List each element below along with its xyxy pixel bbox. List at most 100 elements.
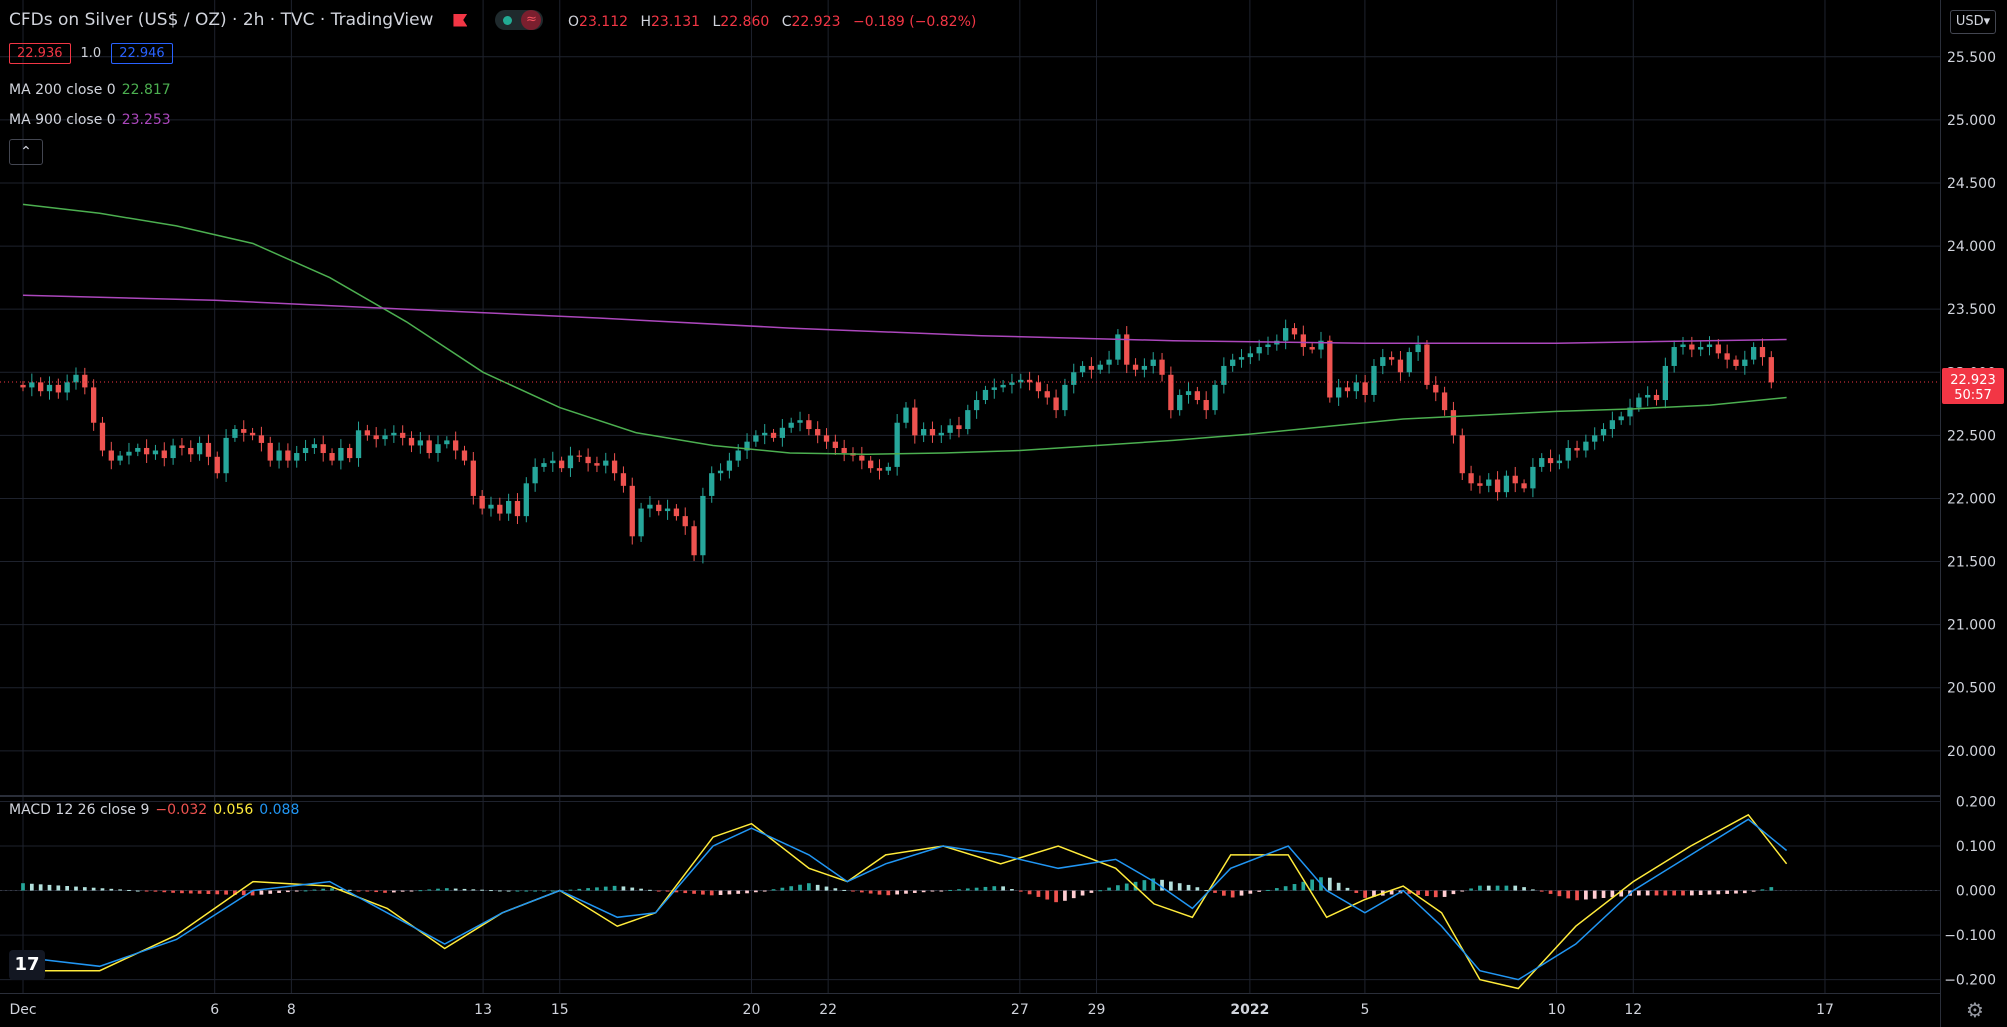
candle-body <box>470 460 476 496</box>
macd-histogram-bar <box>1760 889 1765 891</box>
macd-histogram-bar <box>1292 884 1297 891</box>
candle-body <box>1742 359 1748 366</box>
symbol-title-row: CFDs on Silver (US$ / OZ) · 2h · TVC · T… <box>9 10 544 30</box>
macd-histogram-bar <box>1089 890 1094 893</box>
macd-histogram-bar <box>29 883 34 891</box>
market-open-dot-icon <box>503 16 513 25</box>
macd-histogram-bar <box>656 890 661 892</box>
macd-legend[interactable]: MACD 12 26 close 9 −0.032 0.056 0.088 <box>9 802 299 818</box>
candle-body <box>46 384 53 392</box>
candle-body <box>656 504 662 512</box>
candle-body <box>832 441 838 448</box>
candle-body <box>311 444 318 448</box>
time-tick-label: 8 <box>287 1002 296 1018</box>
macd-histogram-bar <box>365 890 370 892</box>
candle-body <box>1362 382 1368 395</box>
candle-body <box>1662 365 1668 401</box>
symbol-title[interactable]: CFDs on Silver (US$ / OZ) · 2h · TVC · T… <box>9 10 434 30</box>
candle-body <box>1106 359 1112 365</box>
flag-icon[interactable] <box>453 13 468 27</box>
candle-body <box>329 453 335 461</box>
macd-histogram-bar <box>939 890 944 892</box>
macd-histogram-bar <box>471 889 476 891</box>
candle-body <box>1574 447 1580 451</box>
candle-body <box>488 504 494 509</box>
price-tick-label: 21.000 <box>1947 618 1996 634</box>
candle-body <box>1680 344 1686 348</box>
gear-icon[interactable]: ⚙ <box>1966 998 1984 1022</box>
macd-histogram-bar <box>930 890 935 892</box>
ma200-legend[interactable]: MA 200 close 0 22.817 <box>9 82 171 98</box>
candle-body <box>920 429 927 436</box>
macd-histogram-bar <box>1186 884 1191 891</box>
macd-histogram-bar <box>188 890 193 894</box>
candle-body <box>1733 359 1739 366</box>
candle-body <box>885 466 891 471</box>
candle-body <box>594 463 600 466</box>
macd-histogram-bar <box>1707 890 1712 895</box>
candle-body <box>1026 379 1033 383</box>
candle-body <box>1238 357 1245 360</box>
price-tick-label: 24.500 <box>1947 176 1996 192</box>
price-tick-label: 22.500 <box>1947 428 1996 444</box>
candle-body <box>709 473 715 496</box>
candle-body <box>1327 340 1333 398</box>
macd-line <box>22 818 1788 981</box>
macd-signal-line <box>23 813 1788 990</box>
macd-histogram-bar <box>1389 890 1394 895</box>
macd-histogram-bar <box>444 888 449 891</box>
macd-histogram-bar <box>1363 890 1367 898</box>
last-price-tag <box>1942 367 2004 404</box>
candle-body <box>453 440 459 451</box>
bid-ask-row: 22.936 1.0 22.946 <box>9 43 173 64</box>
candle-body <box>1530 466 1536 489</box>
candle-body <box>1653 394 1660 401</box>
macd-histogram-bar <box>550 890 555 892</box>
sell-button[interactable]: 22.936 <box>9 43 71 64</box>
macd-histogram-bar <box>1522 887 1526 891</box>
macd-histogram-bar <box>197 890 202 894</box>
candle-body <box>611 460 618 474</box>
macd-histogram-bar <box>294 890 299 892</box>
macd-histogram-bar <box>1698 890 1703 896</box>
candle-body <box>717 470 724 474</box>
candle-body <box>241 429 247 433</box>
candle-body <box>1441 392 1448 411</box>
macd-histogram-bar <box>1734 890 1738 894</box>
candle-body <box>1759 347 1766 358</box>
buy-button[interactable]: 22.946 <box>111 43 173 64</box>
currency-selector[interactable]: USD▾ <box>1950 10 1996 34</box>
macd-histogram-bar <box>1725 890 1730 894</box>
macd-histogram-bar <box>798 884 802 891</box>
macd-histogram-bar <box>718 890 723 895</box>
market-status-toggle[interactable]: ≈ <box>495 10 544 30</box>
candle-body <box>558 460 565 469</box>
candle-body <box>417 440 423 446</box>
candle-body <box>894 422 900 467</box>
macd-histogram-bar <box>1751 890 1756 892</box>
candle-body <box>912 407 918 436</box>
ohlc-readout: O23.112 H23.131 L22.860 C22.923 −0.189 (… <box>568 14 984 30</box>
candle-body <box>1009 382 1015 385</box>
candle-body <box>1600 429 1607 436</box>
macd-histogram-bar <box>1054 890 1058 903</box>
candle-body <box>267 442 273 461</box>
macd-histogram-bar <box>1601 890 1606 898</box>
candle-body <box>400 432 406 438</box>
price-tick-label: 21.500 <box>1947 555 1996 571</box>
tradingview-logo-icon[interactable]: 17 <box>9 950 45 980</box>
macd-histogram-bar <box>1416 890 1420 895</box>
macd-histogram-bar <box>974 887 979 891</box>
macd-histogram-bar <box>683 890 688 894</box>
candle-body <box>982 389 989 401</box>
macd-histogram-bar <box>21 883 25 891</box>
macd-histogram-bar <box>665 890 670 892</box>
candle-body <box>1592 435 1598 442</box>
macd-histogram-bar <box>1239 890 1244 896</box>
ma900-legend[interactable]: MA 900 close 0 23.253 <box>9 112 171 128</box>
collapse-legend-button[interactable]: ⌃ <box>9 139 43 165</box>
candle-body <box>762 432 768 436</box>
candle-body <box>1283 328 1289 341</box>
candle-body <box>1698 347 1704 350</box>
